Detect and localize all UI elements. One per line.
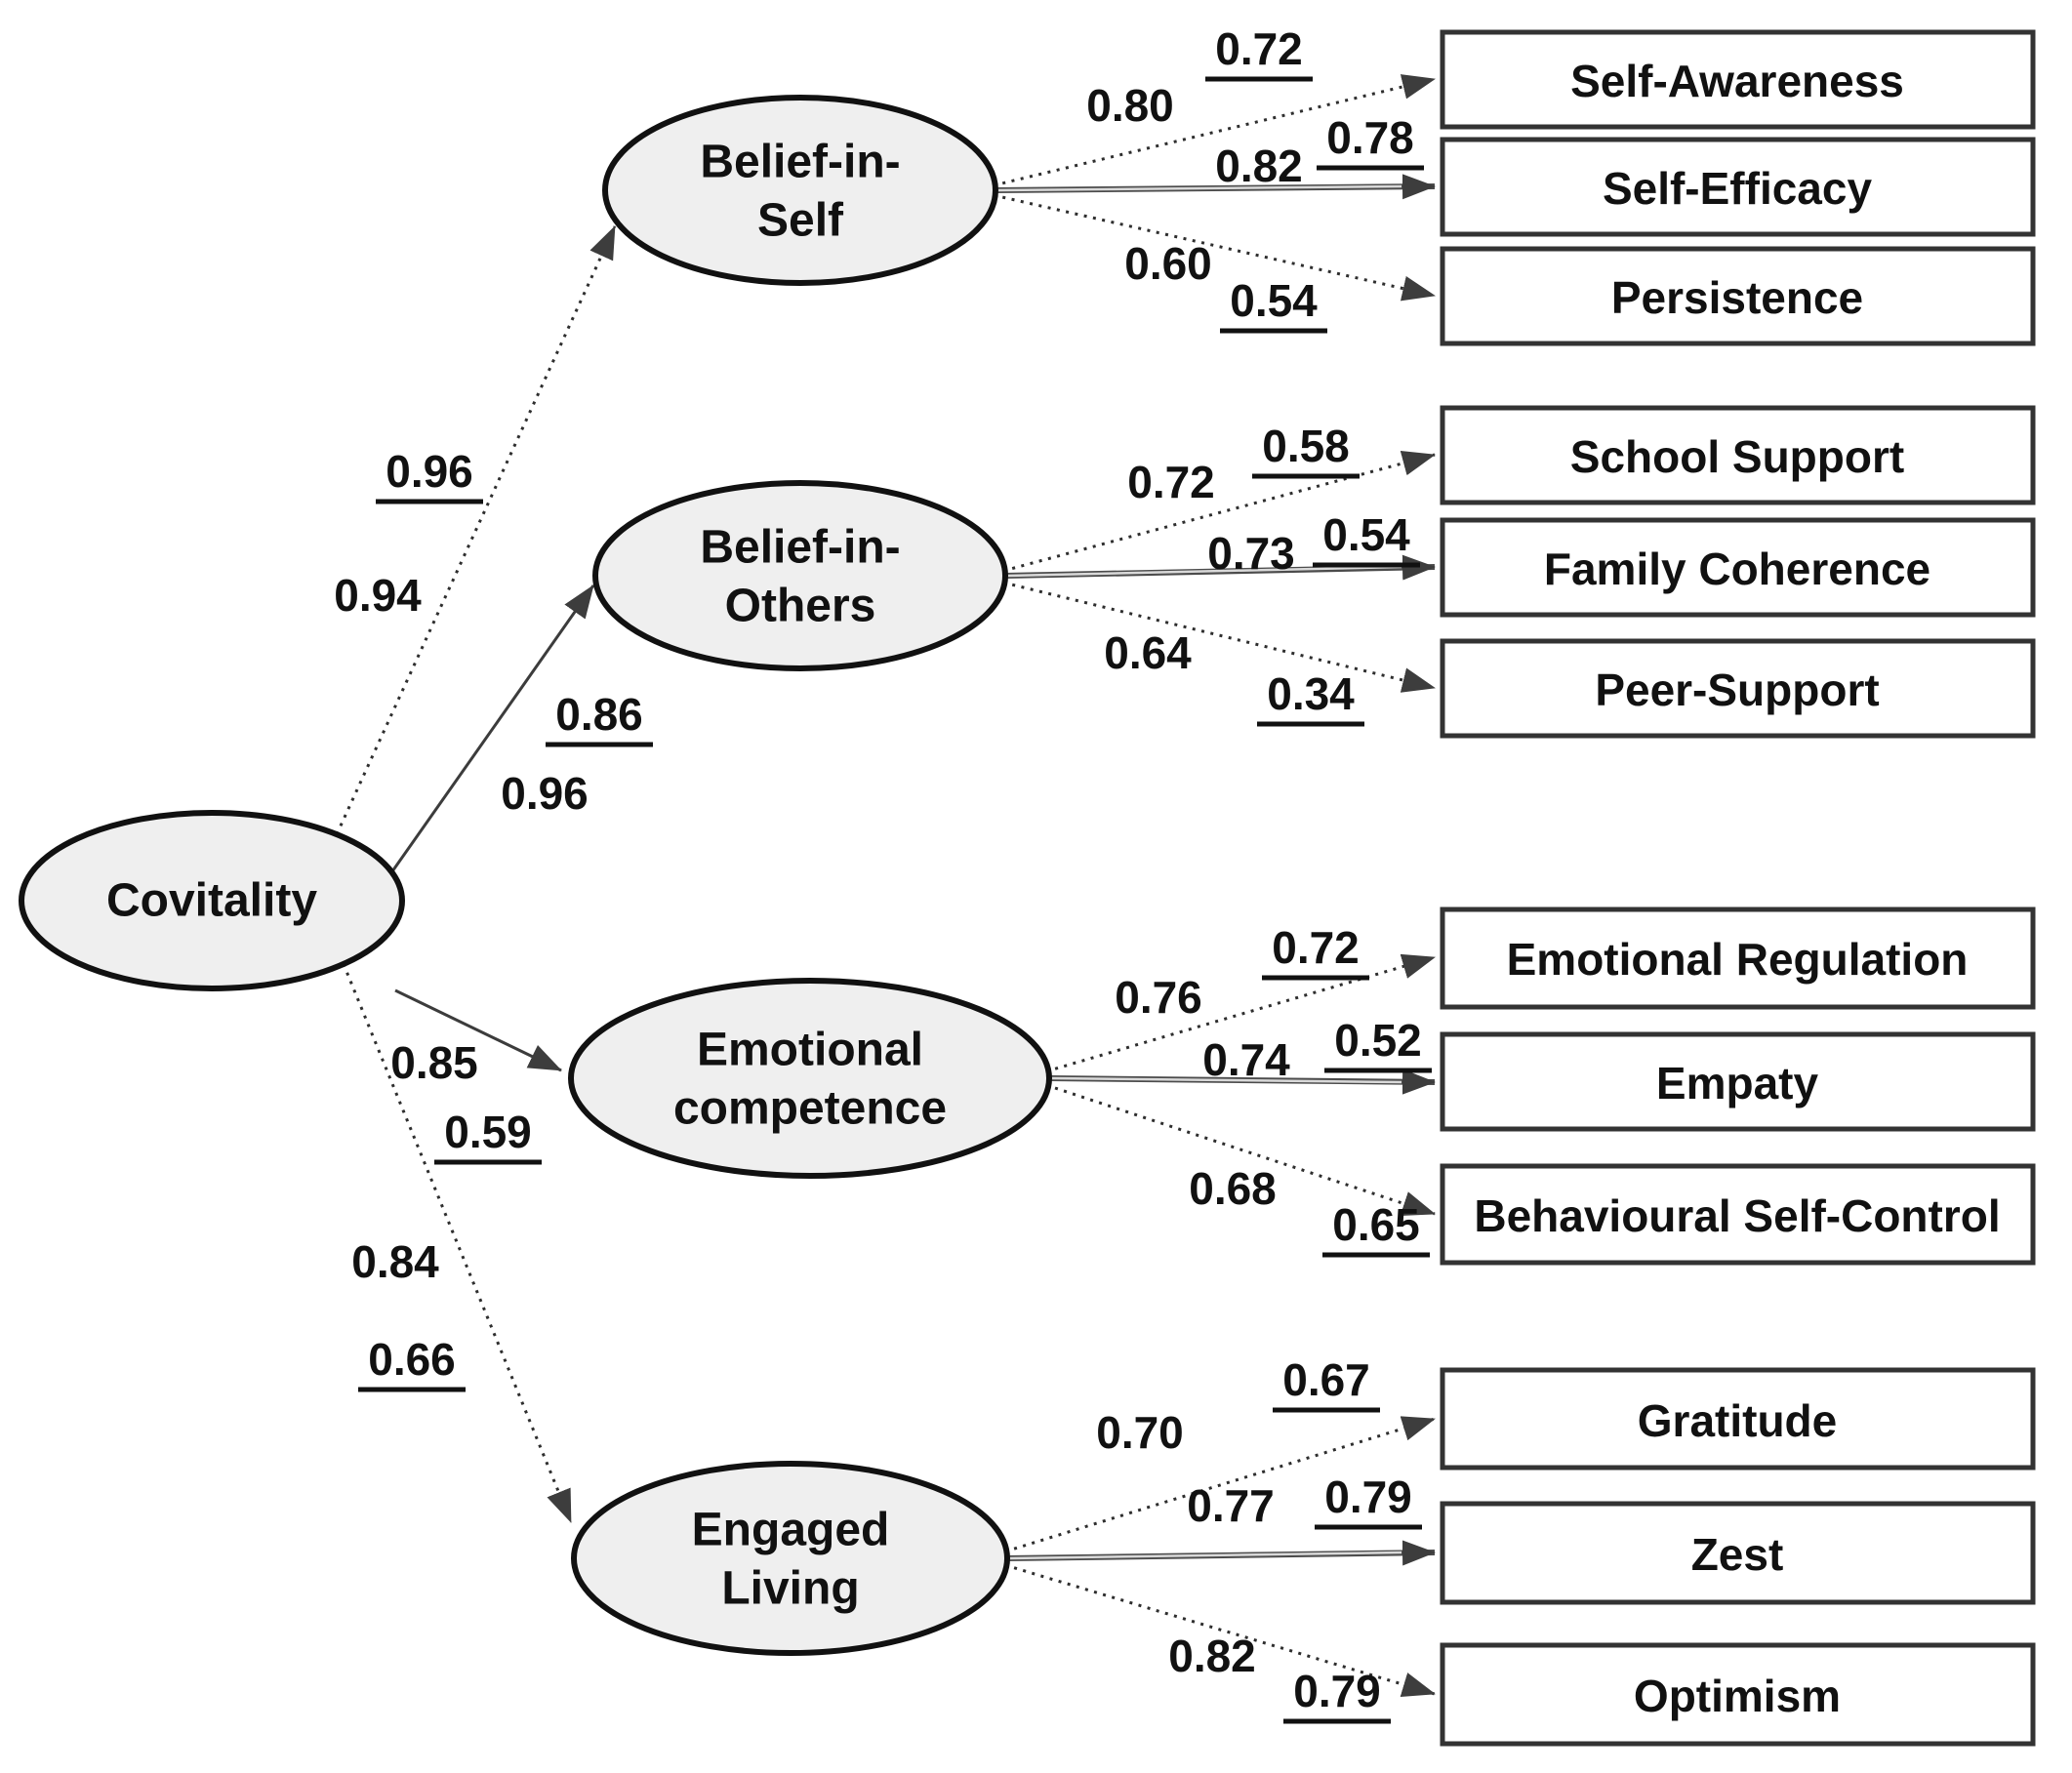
coef-covitality-emotional-competence-underlined: 0.59 xyxy=(444,1107,532,1157)
factor-engaged-living-label-line1: Engaged xyxy=(692,1505,890,1556)
path-belief-in-self-to-persistence xyxy=(993,193,1436,302)
factor-emotional-competence-ellipse xyxy=(568,978,1052,1179)
loading-school-support-plain: 0.72 xyxy=(1127,457,1215,507)
indicator-zest-label: Zest xyxy=(1691,1529,1784,1580)
path-belief-in-others-to-family-coherence-highlight xyxy=(1006,565,1402,578)
path-belief-in-self-to-self-awareness xyxy=(993,74,1436,187)
path-belief-in-others-to-school-support xyxy=(1002,451,1436,573)
indicator-emotional-regulation-box xyxy=(1440,907,2036,1010)
loading-emotional-regulation-plain: 0.76 xyxy=(1115,972,1202,1023)
latent-covitality-ellipse xyxy=(19,810,405,991)
loading-optimism-underlined: 0.79 xyxy=(1293,1666,1381,1716)
loading-family-coherence-plain: 0.73 xyxy=(1207,528,1295,579)
factor-belief-in-others-ellipse xyxy=(592,480,1008,671)
loading-zest-underlined: 0.79 xyxy=(1324,1471,1412,1522)
path-covitality-to-emotional-competence xyxy=(394,988,562,1072)
factor-belief-in-self-label-line2: Self xyxy=(757,195,844,247)
factor-emotional-competence-label-line1: Emotional xyxy=(697,1025,923,1076)
indicator-optimism-box xyxy=(1440,1642,2036,1747)
path-covitality-to-belief-in-others xyxy=(390,584,595,872)
indicator-peer-support-label: Peer-Support xyxy=(1595,665,1879,715)
indicator-persistence-box xyxy=(1440,246,2036,346)
path-belief-in-self-to-self-efficacy-highlight xyxy=(996,184,1402,192)
indicator-family-coherence-box xyxy=(1440,517,2036,618)
loading-zest-plain: 0.77 xyxy=(1187,1480,1275,1531)
coef-covitality-belief-in-others-plain: 0.96 xyxy=(501,768,589,819)
indicator-emotional-regulation-label: Emotional Regulation xyxy=(1507,934,1969,985)
factor-engaged-living-ellipse xyxy=(571,1461,1010,1656)
path-engaged-living-to-optimism xyxy=(1004,1563,1436,1697)
loading-self-efficacy-plain: 0.82 xyxy=(1215,141,1303,191)
loading-self-awareness-plain: 0.80 xyxy=(1086,80,1174,131)
coef-covitality-engaged-living-underlined: 0.66 xyxy=(368,1334,456,1385)
indicator-zest-box xyxy=(1440,1501,2036,1605)
loading-emotional-regulation-underlined: 0.72 xyxy=(1272,922,1360,973)
indicator-peer-support-box xyxy=(1440,638,2036,739)
indicator-school-support-box xyxy=(1440,405,2036,505)
factor-engaged-living-label-line2: Living xyxy=(721,1563,859,1615)
indicator-self-efficacy-label: Self-Efficacy xyxy=(1603,163,1873,214)
loading-gratitude-plain: 0.70 xyxy=(1096,1407,1184,1458)
loading-self-awareness-underlined: 0.72 xyxy=(1215,23,1303,74)
indicator-school-support-label: School Support xyxy=(1570,431,1904,482)
factor-belief-in-self-label-line1: Belief-in- xyxy=(700,137,900,188)
coef-covitality-belief-in-self-plain: 0.94 xyxy=(334,570,422,621)
indicator-self-efficacy-box xyxy=(1440,137,2036,237)
path-covitality-to-engaged-living xyxy=(342,963,573,1523)
coef-covitality-belief-in-others-underlined: 0.86 xyxy=(555,689,643,740)
loading-family-coherence-underlined: 0.54 xyxy=(1322,509,1410,560)
indicator-self-awareness-label: Self-Awareness xyxy=(1570,56,1904,106)
factor-belief-in-others-label-line2: Others xyxy=(725,581,876,632)
indicator-persistence-label: Persistence xyxy=(1611,272,1863,323)
coef-covitality-emotional-competence-plain: 0.85 xyxy=(390,1037,478,1088)
path-emotional-competence-to-empaty-highlight xyxy=(1050,1076,1402,1084)
loading-optimism-plain: 0.82 xyxy=(1168,1631,1256,1681)
loading-gratitude-underlined: 0.67 xyxy=(1282,1354,1370,1405)
loading-peer-support-plain: 0.64 xyxy=(1104,627,1192,678)
indicator-gratitude-label: Gratitude xyxy=(1638,1395,1837,1446)
loading-empaty-underlined: 0.52 xyxy=(1334,1015,1422,1066)
loading-behavioural-self-control-plain: 0.68 xyxy=(1189,1163,1277,1214)
loading-school-support-underlined: 0.58 xyxy=(1262,421,1350,471)
path-engaged-living-to-zest-highlight xyxy=(1008,1551,1402,1560)
loading-behavioural-self-control-underlined: 0.65 xyxy=(1332,1199,1420,1250)
path-emotional-competence-to-behavioural-self-control xyxy=(1045,1083,1436,1216)
loading-self-efficacy-underlined: 0.78 xyxy=(1326,112,1414,163)
indicator-self-awareness-box xyxy=(1440,29,2036,130)
indicator-empaty-label: Empaty xyxy=(1656,1058,1819,1108)
coef-covitality-engaged-living-plain: 0.84 xyxy=(351,1236,439,1287)
loading-peer-support-underlined: 0.34 xyxy=(1267,668,1355,719)
path-belief-in-others-to-peer-support xyxy=(1002,581,1436,693)
indicator-empaty-box xyxy=(1440,1031,2036,1132)
indicator-behavioural-self-control-box xyxy=(1440,1163,2036,1266)
path-emotional-competence-to-emotional-regulation xyxy=(1045,953,1436,1073)
factor-emotional-competence-label-line2: competence xyxy=(673,1083,947,1135)
factor-belief-in-self-ellipse xyxy=(602,95,998,286)
coef-covitality-belief-in-self-underlined: 0.96 xyxy=(386,446,473,497)
loading-persistence-underlined: 0.54 xyxy=(1230,275,1318,326)
loading-empaty-plain: 0.74 xyxy=(1202,1034,1290,1085)
indicator-behavioural-self-control-label: Behavioural Self-Control xyxy=(1474,1190,2000,1241)
path-engaged-living-to-gratitude xyxy=(1004,1416,1436,1553)
latent-covitality-label: Covitality xyxy=(106,875,317,927)
indicator-family-coherence-label: Family Coherence xyxy=(1544,544,1930,594)
indicator-gratitude-box xyxy=(1440,1367,2036,1471)
loading-persistence-plain: 0.60 xyxy=(1124,238,1212,289)
path-covitality-to-belief-in-self xyxy=(335,225,617,835)
indicator-optimism-label: Optimism xyxy=(1634,1671,1841,1721)
factor-belief-in-others-label-line1: Belief-in- xyxy=(700,522,900,574)
